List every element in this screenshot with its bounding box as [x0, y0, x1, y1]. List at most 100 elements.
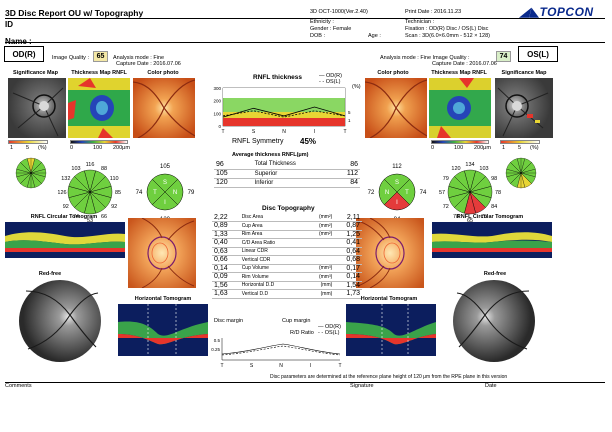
rd-ratio-title: R/D Ratio — [290, 330, 314, 336]
os-significance-map-label: Significance Map — [501, 70, 547, 76]
topo-od: 0,66 — [214, 256, 228, 264]
topo-row: 1,56 Horizontal D.D (mm) 1,54 — [212, 281, 362, 290]
signature-label: Signature — [350, 383, 374, 389]
od-horizontal-tomogram-label: Horizontal Tomogram — [134, 296, 192, 302]
rnfl-normal-band — [223, 98, 345, 112]
topo-label: Cup Volume — [241, 265, 269, 272]
topo-unit: (mm²) — [318, 214, 333, 220]
rnfl-legend-od: — OD(R) — [319, 73, 342, 79]
od-quality-value: 65 — [93, 51, 108, 62]
topo-od: 0,09 — [214, 273, 228, 281]
topo-od: 2,22 — [214, 213, 228, 221]
clock-value: 84 — [491, 204, 497, 210]
avg-thickness-od: 105 — [216, 170, 228, 177]
od-rnfl-circular-label: RNFL Circular Tomogram — [30, 214, 98, 220]
brand-mark-icon: ◢◣ — [520, 5, 540, 19]
footer-note: Disc parameters are determined at the re… — [270, 374, 508, 380]
clock-value: 92 — [63, 204, 69, 210]
brand-logo: ◢◣TOPCON — [520, 5, 594, 19]
significance-spoke — [30, 162, 42, 174]
os-thick-scale-200: 200μm — [474, 145, 491, 151]
topo-od: 0,14 — [214, 264, 228, 272]
clock-value: 75 — [481, 214, 487, 220]
rnfl-series-line — [222, 106, 346, 118]
topo-label: Rim Area — [241, 231, 263, 238]
quadrant-right-value: 79 — [188, 190, 195, 196]
clock-value: 72 — [443, 204, 449, 210]
od-thick-scale-100: 100 — [93, 145, 103, 151]
topo-label: Rim Volume — [241, 273, 269, 280]
os-rnfl-circular-label: RNFL Circular Tomogram — [456, 214, 524, 220]
rd-legend-od: — OD(R) — [318, 324, 341, 330]
dob: DOB : — [310, 33, 325, 39]
rnfl-borderline-band — [223, 112, 345, 118]
os-color-photo — [365, 78, 427, 138]
date-label: Date — [485, 383, 497, 389]
topo-label: Linear CDR — [241, 248, 268, 255]
significance-spoke — [510, 172, 522, 184]
topo-unit: (mm²) — [318, 231, 333, 238]
rd-legend-os: - - OS(L) — [318, 330, 340, 336]
topo-label: Disc Area — [241, 214, 264, 220]
topo-row: 0,09 Rim Volume (mm³) 0,14 — [212, 273, 362, 281]
avg-thickness-row: 105 Superior 112 — [214, 169, 360, 178]
od-quality-label: Image Quality : — [52, 55, 89, 61]
topo-os: 1,54 — [346, 281, 360, 289]
topo-row: 0,40 C/D Area Ratio 0,41 — [212, 239, 362, 247]
os-capture-date: Capture Date : 2016.07.06 — [432, 61, 497, 67]
od-color-photo — [133, 78, 195, 138]
clock-value: 103 — [479, 166, 488, 172]
topo-row: 2,22 Disc Area (mm²) 2,11 — [212, 213, 362, 222]
rd-disc-margin-label: Disc margin — [214, 318, 244, 324]
od-sig-scale-1: 1 — [10, 145, 14, 151]
quadrant-letter: T — [153, 190, 157, 196]
clock-segment — [454, 170, 471, 193]
quadrant-segment — [383, 191, 411, 211]
clock-value: 134 — [465, 162, 474, 168]
os-quality-value: 74 — [496, 51, 511, 62]
os-eye-label: OS(L) — [518, 46, 558, 62]
os-color-photo-label: Color photo — [377, 70, 409, 76]
clock-value: 78 — [453, 214, 459, 220]
topo-os: 0,87 — [346, 222, 360, 230]
od-thickness-map-label: Thickness Map RNFL — [71, 70, 127, 76]
rd-od-line — [221, 343, 341, 355]
rd-y-tick: 0.25 — [211, 347, 220, 352]
rd-x-tick: S — [250, 363, 254, 369]
age: Age : — [368, 33, 381, 39]
od-red-free-photo — [19, 280, 101, 362]
clock-value: 98 — [491, 176, 497, 182]
quadrant-letter: I — [164, 200, 166, 206]
significance-spoke — [520, 162, 532, 174]
od-significance-clock — [15, 157, 47, 189]
clock-value: 74 — [73, 214, 79, 220]
topo-os: 0,14 — [346, 273, 360, 281]
comments-label: Comments — [5, 383, 32, 389]
topo-os: 0,64 — [346, 247, 360, 255]
avg-thickness-label: Inferior — [254, 179, 274, 186]
os-sig-scale-5: 5 — [518, 145, 522, 151]
os-rnfl-circular-tomogram — [432, 222, 552, 258]
od-horizontal-tomogram — [118, 304, 208, 356]
disc-topography-title: Disc Topography — [262, 205, 315, 212]
clock-value: 116 — [86, 162, 95, 168]
significance-spoke — [20, 172, 32, 184]
rnfl-x-tick: T — [343, 129, 346, 135]
quadrant-top-value: 105 — [160, 164, 171, 170]
avg-thickness-label: Total Thickness — [254, 161, 296, 168]
rnfl-y-tick: 200 — [213, 99, 221, 104]
avg-thickness-os: 86 — [350, 160, 358, 168]
topo-label: Vertical D.D — [241, 290, 269, 297]
os-thickness-map-label: Thickness Map RNFL — [431, 70, 487, 76]
topo-row: 0,66 Vertical CDR 0,68 — [212, 256, 362, 265]
quadrant-letter: T — [405, 190, 409, 196]
significance-spoke — [30, 172, 42, 184]
topo-unit — [309, 256, 334, 265]
scan-info: Scan : 3D(6.0×6.0mm - 512 × 128) — [405, 33, 490, 39]
header-divider-2 — [5, 42, 605, 43]
rnfl-x-tick: T — [221, 129, 224, 135]
topo-row: 0,63 Linear CDR 0,64 — [212, 247, 362, 256]
rd-x-tick: T — [338, 363, 341, 369]
rnfl-x-tick: I — [314, 129, 315, 135]
ethnicity: Ethnicity : — [310, 19, 334, 25]
